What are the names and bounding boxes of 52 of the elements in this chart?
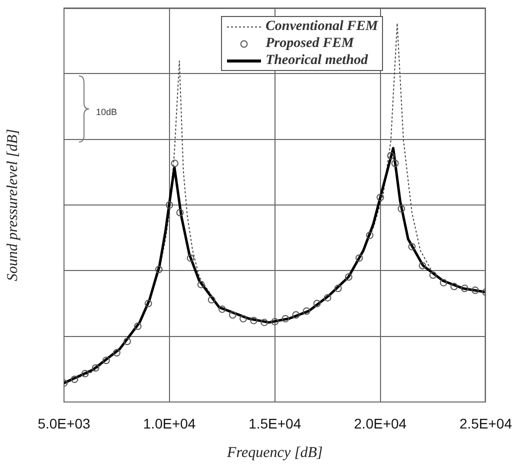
point <box>81 370 89 378</box>
point <box>366 232 374 240</box>
point <box>408 242 416 250</box>
x-tick-label: 5.0E+03 <box>38 415 90 432</box>
point <box>418 262 426 270</box>
x-tick-label: 1.5E+04 <box>248 415 302 432</box>
point <box>176 208 184 216</box>
point <box>450 282 458 290</box>
point <box>271 318 279 326</box>
point <box>70 376 78 383</box>
annotation: 10dB <box>96 107 118 117</box>
point <box>302 307 310 315</box>
point <box>197 280 205 288</box>
point <box>250 316 258 324</box>
x-tick-label: 1.0E+04 <box>143 415 196 432</box>
point <box>282 314 290 322</box>
y-axis-title: Sound pressurelevel [dB] <box>4 128 21 282</box>
point <box>460 284 468 292</box>
point <box>113 349 120 356</box>
point <box>260 318 268 326</box>
point <box>155 266 163 274</box>
point <box>208 296 216 304</box>
point <box>334 284 342 292</box>
point <box>356 254 363 262</box>
point <box>218 305 226 313</box>
point <box>324 294 332 302</box>
point <box>92 364 100 372</box>
point <box>186 254 194 262</box>
point <box>376 194 384 202</box>
point <box>313 300 321 308</box>
point <box>240 314 247 322</box>
point <box>344 273 352 281</box>
legend-label: Conventional FEM <box>266 18 378 35</box>
point <box>429 271 437 279</box>
point <box>102 356 110 364</box>
point <box>166 201 174 209</box>
legend-label: Proposed FEM <box>266 35 354 52</box>
point <box>124 338 131 346</box>
point <box>171 160 178 168</box>
x-tick-label: 2.0E+04 <box>354 415 407 432</box>
x-tick-label: 2.5E+04 <box>459 415 512 432</box>
point <box>391 160 399 168</box>
point <box>387 152 395 160</box>
point <box>398 205 406 212</box>
x-axis-title: Frequency [dB] <box>226 444 323 461</box>
point <box>292 311 300 319</box>
point <box>144 300 152 308</box>
point <box>440 278 448 286</box>
point <box>471 286 479 294</box>
point <box>228 311 236 319</box>
point <box>134 322 142 330</box>
legend-label: Theorical method <box>266 52 368 69</box>
